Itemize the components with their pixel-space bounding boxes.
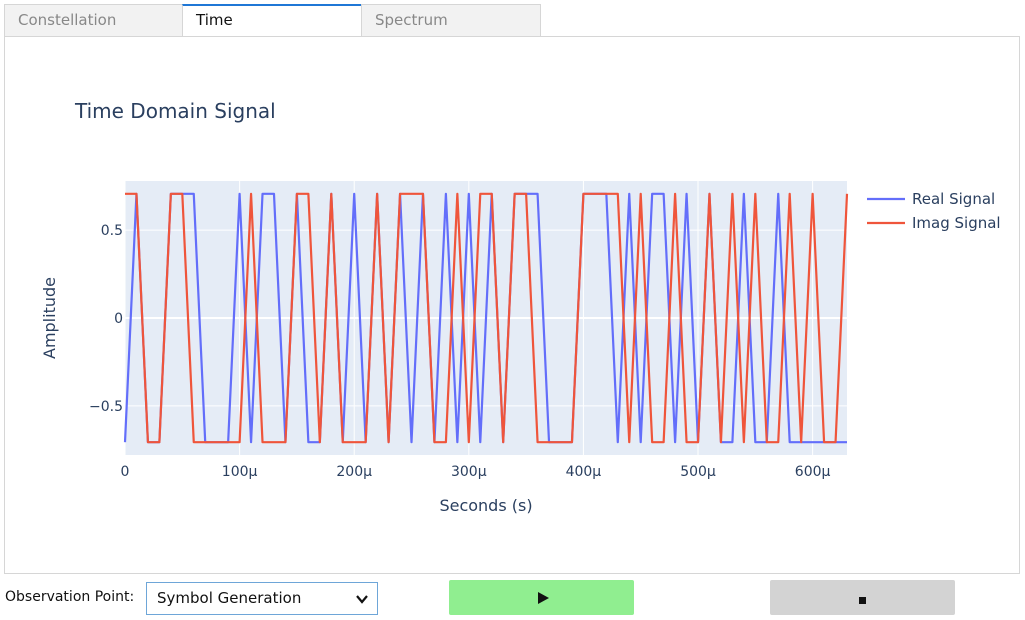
- observation-point-select[interactable]: Symbol Generation: [146, 582, 378, 615]
- play-button[interactable]: [449, 580, 634, 615]
- tab-time[interactable]: Time: [182, 4, 362, 36]
- x-tick-label: 300µ: [451, 464, 487, 480]
- play-icon: [537, 591, 549, 604]
- tab-constellation[interactable]: Constellation: [4, 4, 183, 36]
- x-tick-label: 100µ: [222, 464, 258, 480]
- x-tick-label: 0: [121, 464, 130, 480]
- tab-content-panel: Time Domain Signal 0 100µ 200µ 300µ 400µ 500µ…: [4, 36, 1020, 574]
- series-line-imag: [125, 192, 849, 444]
- y-tick-label: −0.5: [89, 399, 123, 415]
- x-axis-title: Seconds (s): [439, 496, 532, 515]
- x-tick-label: 500µ: [680, 464, 716, 480]
- tab-spectrum[interactable]: Spectrum: [361, 4, 541, 36]
- x-tick-label: 400µ: [566, 464, 602, 480]
- chart-title: Time Domain Signal: [74, 99, 276, 123]
- legend: Real Signal Imag Signal: [867, 190, 1001, 232]
- observation-point-label: Observation Point:: [5, 589, 135, 605]
- y-axis-title: Amplitude: [40, 277, 59, 359]
- chevron-down-icon: [356, 595, 368, 604]
- x-tick-label: 600µ: [795, 464, 831, 480]
- y-tick-label: 0: [114, 311, 123, 327]
- x-tick-label: 200µ: [336, 464, 372, 480]
- legend-item-label[interactable]: Real Signal: [912, 190, 995, 208]
- y-tick-label: 0.5: [101, 223, 123, 239]
- time-domain-chart: Time Domain Signal 0 100µ 200µ 300µ 400µ 500µ…: [40, 99, 1001, 515]
- observation-point-value: Symbol Generation: [157, 589, 302, 607]
- stop-icon: [859, 596, 866, 604]
- stop-button[interactable]: [770, 580, 955, 615]
- legend-item-label[interactable]: Imag Signal: [912, 214, 1001, 232]
